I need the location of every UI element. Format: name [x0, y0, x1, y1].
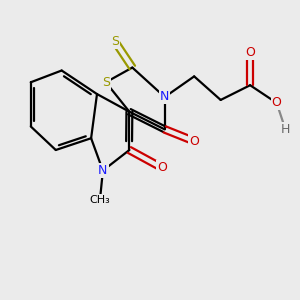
Text: S: S — [111, 34, 119, 48]
Text: O: O — [272, 96, 281, 110]
Text: H: H — [281, 123, 290, 136]
Text: N: N — [98, 164, 108, 177]
Text: O: O — [189, 135, 199, 148]
Text: S: S — [102, 76, 110, 89]
Text: CH₃: CH₃ — [90, 195, 110, 205]
Text: O: O — [157, 161, 167, 174]
Text: N: N — [160, 91, 169, 103]
Text: O: O — [245, 46, 255, 59]
